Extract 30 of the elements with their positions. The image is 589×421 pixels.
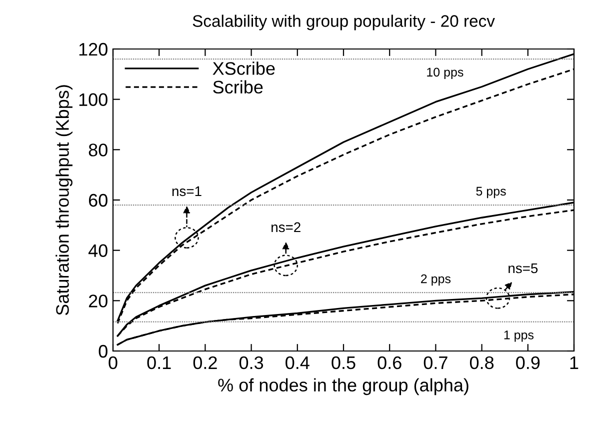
x-tick-label: 0.9 <box>516 356 540 370</box>
x-tick-label: 0.2 <box>193 356 217 370</box>
x-tick-label: 0 <box>108 356 118 370</box>
x-tick-label: 0.8 <box>470 356 494 370</box>
y-tick-label: 60 <box>88 194 108 207</box>
y-tick-label: 40 <box>88 244 108 258</box>
legend-label: Scribe <box>213 80 263 94</box>
y-tick-label: 120 <box>79 42 108 56</box>
x-tick-label: 0.5 <box>332 356 356 370</box>
y-tick-label: 20 <box>88 294 108 308</box>
annotation: ns=5 <box>508 263 538 274</box>
x-tick-label: 0.1 <box>147 356 171 370</box>
ref-line-label: 1 pps <box>504 330 534 342</box>
y-axis-title: Saturation throughput (Kbps) <box>56 85 72 316</box>
annotation: ns=1 <box>172 186 202 196</box>
annotation: ns=2 <box>272 222 300 232</box>
legend-label: XScribe <box>212 62 275 75</box>
x-tick-label: 1 <box>570 356 578 369</box>
y-tick-label: 100 <box>79 93 108 106</box>
y-tick-label: 80 <box>88 144 108 156</box>
x-tick-label: 0.6 <box>378 356 402 370</box>
ref-line-label: 10 pps <box>427 68 464 80</box>
ref-line-label: 2 pps <box>421 274 451 286</box>
ref-line-label: 5 pps <box>476 186 506 198</box>
x-tick-label: 0.7 <box>424 356 448 370</box>
x-tick-label: 0.3 <box>239 356 264 370</box>
chart-title: Scalability with group popularity - 20 recv <box>192 14 495 30</box>
x-axis-title: % of nodes in the group (alpha) <box>218 378 468 396</box>
y-tick-label: 0 <box>98 344 108 358</box>
x-tick-label: 0.4 <box>286 356 310 370</box>
